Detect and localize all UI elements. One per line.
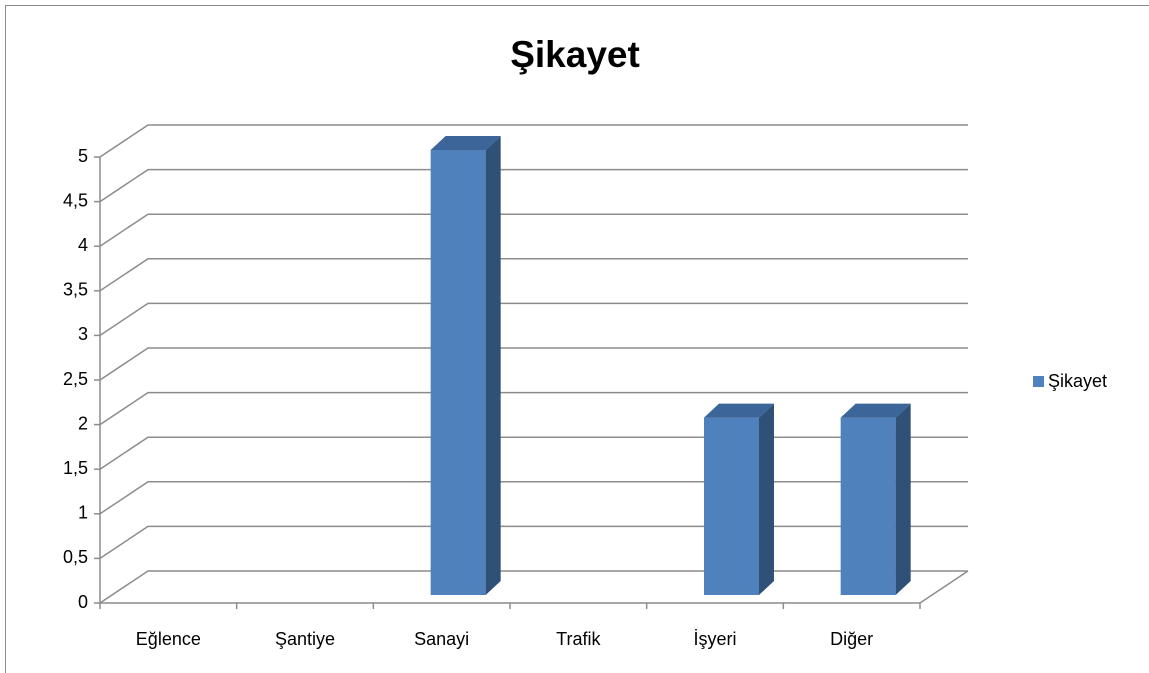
x-tick-label: Trafik — [556, 629, 601, 649]
bar-front — [430, 150, 486, 595]
y-tick-label: 1 — [78, 503, 88, 523]
bar-side — [485, 136, 501, 595]
y-tick-label: 4,5 — [63, 190, 88, 210]
bar-top — [704, 403, 774, 418]
bar-top — [840, 403, 911, 418]
y-tick-label: 0,5 — [63, 547, 88, 567]
y-tick-label: 5 — [78, 146, 88, 166]
grid-line — [99, 347, 968, 381]
bar — [840, 403, 911, 595]
x-tick-label: Eğlence — [136, 629, 201, 649]
bar-side — [759, 403, 774, 595]
chart-border — [5, 5, 1149, 673]
y-tick-label: 2 — [78, 413, 88, 433]
y-tick-label: 1,5 — [63, 458, 88, 478]
grid-line — [99, 124, 968, 158]
legend-label: Şikayet — [1048, 371, 1107, 391]
y-tick-label: 3 — [78, 324, 88, 344]
grid-line — [99, 436, 968, 470]
x-tick-label: Sanayi — [414, 629, 469, 649]
grid-line — [99, 391, 968, 426]
x-tick-label: Şantiye — [275, 629, 335, 649]
bar-front — [840, 417, 896, 595]
floor — [100, 570, 969, 604]
bar-side — [895, 403, 911, 595]
chart-title: Şikayet — [510, 34, 640, 75]
grid-line — [99, 481, 968, 515]
bar-front — [704, 417, 759, 595]
y-tick-label: 2,5 — [63, 369, 88, 389]
grid-line — [99, 570, 968, 604]
bar-top — [430, 136, 501, 150]
x-tick-label: İşyeri — [693, 629, 736, 649]
x-tick-label: Diğer — [830, 629, 873, 649]
grid-line — [99, 302, 968, 337]
legend-swatch — [1033, 376, 1044, 387]
grid-line — [99, 168, 968, 203]
grid-line — [99, 258, 968, 292]
bar — [430, 136, 501, 595]
grid-line — [99, 213, 968, 247]
y-tick-label: 4 — [78, 235, 88, 255]
grid-line — [99, 525, 968, 560]
y-tick-label: 0 — [78, 592, 88, 612]
bar — [704, 403, 774, 595]
y-tick-label: 3,5 — [63, 280, 88, 300]
